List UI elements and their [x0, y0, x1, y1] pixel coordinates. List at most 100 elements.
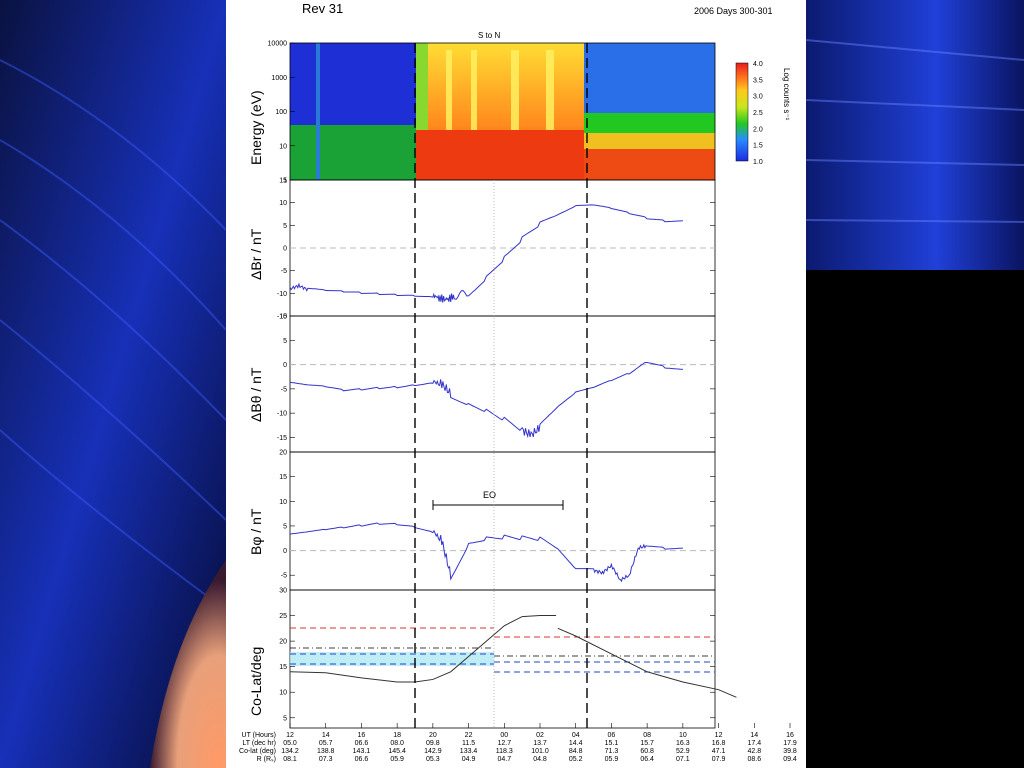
- spectro-late-warm: [584, 133, 715, 149]
- rev-label: Rev 31: [302, 1, 343, 16]
- xaxis-cell: 02: [536, 732, 544, 739]
- xaxis-cell: 07.3: [319, 756, 333, 763]
- xaxis-cell: 08.1: [283, 756, 297, 763]
- xaxis-cell: 04: [572, 732, 580, 739]
- colorbar: [735, 62, 749, 162]
- xaxis-cell: 10: [679, 732, 687, 739]
- panel-frame-Bphi: [289, 451, 716, 591]
- ytick-label: 5: [283, 523, 287, 530]
- trace-dBr: [289, 204, 683, 303]
- spectro-ytick-label: 10: [279, 143, 287, 150]
- ylabel-dbtheta: ΔBθ / nT: [248, 367, 264, 422]
- xaxis-cell: 39.8: [783, 748, 797, 755]
- xaxis-cell: 04.8: [533, 756, 547, 763]
- xaxis-cell: 05.9: [605, 756, 619, 763]
- xaxis-cell: 16: [358, 732, 366, 739]
- ylabel-energy: Energy (eV): [248, 90, 264, 165]
- ytick-label: 15: [279, 474, 287, 481]
- panel-frame-dBtheta: [289, 315, 716, 453]
- ytick-label: 25: [279, 613, 287, 620]
- xaxis-cell: 101.0: [531, 748, 549, 755]
- ytick-label: -10: [277, 411, 287, 418]
- x-axis-table: UT (Hours)LT (dec hr)Co-lat (deg)R (Rₛ) 1…: [239, 723, 797, 763]
- ytick-label: 0: [283, 548, 287, 555]
- ytick-label: 10: [279, 200, 287, 207]
- ytick-label: 30: [279, 588, 287, 595]
- ylabel-dbr: ΔBr / nT: [248, 228, 264, 280]
- xaxis-cell: 09.4: [783, 756, 797, 763]
- ytick-label: 20: [279, 450, 287, 457]
- ring-streaks-right: [805, 39, 1024, 223]
- ytick-label: 0: [283, 246, 287, 253]
- days-label: 2006 Days 300-301: [694, 6, 773, 16]
- xaxis-cell: 47.1: [712, 748, 726, 755]
- spectro-early-stripe: [316, 43, 320, 180]
- data-traces: [289, 204, 737, 698]
- xaxis-cell: 05.9: [390, 756, 404, 763]
- colorbar-tick-label: 2.5: [753, 110, 763, 117]
- xaxis-cell: 138.8: [317, 748, 335, 755]
- xaxis-cell: 22: [465, 732, 473, 739]
- xaxis-cell: 06.4: [640, 756, 654, 763]
- spectro-streak-c: [511, 50, 519, 130]
- xaxis-cell: 06.6: [355, 740, 369, 747]
- ytick-label: -15: [277, 435, 287, 442]
- xaxis-cell: 84.8: [569, 748, 583, 755]
- xaxis-cell: 12.7: [497, 740, 511, 747]
- xaxis-cell: 16: [786, 732, 794, 739]
- xaxis-row-label: R (Rₛ): [257, 756, 276, 763]
- xaxis-cell: 60.8: [640, 748, 654, 755]
- xaxis-cell: 11.5: [462, 740, 475, 747]
- ytick-label: 15: [279, 178, 287, 185]
- xaxis-cell: 134.2: [281, 748, 299, 755]
- colat-reference-lines: [290, 627, 715, 673]
- ytick-label: 20: [279, 639, 287, 646]
- xaxis-cell: 13.7: [533, 740, 547, 747]
- ylabel-bphi: Bφ / nT: [248, 508, 264, 555]
- ytick-label: 10: [279, 314, 287, 321]
- xaxis-cell: 12: [715, 732, 723, 739]
- xaxis-cell: 04.9: [462, 756, 476, 763]
- colorbar-tick-label: 1.5: [753, 143, 763, 150]
- xaxis-cell: 08: [643, 732, 651, 739]
- xaxis-cell: 05.2: [569, 756, 583, 763]
- eo-label: EO: [483, 490, 496, 500]
- spectro-low-band-1: [290, 125, 416, 180]
- xaxis-cell: 118.3: [496, 748, 513, 755]
- planet-limb: [150, 560, 226, 768]
- colorbar-tick-label: 1.0: [753, 159, 763, 166]
- ylabel-colat: Co-Lat/deg: [248, 647, 264, 716]
- xaxis-cell: 06: [608, 732, 616, 739]
- spectro-ytick-label: 100: [275, 109, 287, 116]
- spectro-ytick-label: 1: [283, 178, 287, 185]
- xaxis-cell: 16.8: [712, 740, 726, 747]
- ytick-label: -5: [281, 268, 287, 275]
- colorbar-label: Log counts s⁻¹: [782, 68, 791, 121]
- trace-colat-0: [289, 615, 557, 683]
- line-panels: 151050-5-10-151050-5-10-1520151050-53025…: [277, 178, 716, 729]
- xaxis-cell: 143.1: [353, 748, 371, 755]
- eo-annotation: EO: [432, 490, 564, 510]
- xaxis-cell: 12: [286, 732, 294, 739]
- colorbar-tick-label: 3.0: [753, 94, 763, 101]
- ytick-label: -5: [281, 386, 287, 393]
- xaxis-cell: 42.8: [747, 748, 761, 755]
- xaxis-cell: 16.3: [676, 740, 690, 747]
- xaxis-cell: 52.9: [676, 748, 690, 755]
- xaxis-cell: 00: [500, 732, 508, 739]
- xaxis-cell: 05.3: [426, 756, 440, 763]
- xaxis-cell: 15.7: [640, 740, 654, 747]
- ytick-label: 10: [279, 690, 287, 697]
- trace-dBtheta: [289, 362, 683, 439]
- ring-streaks-left: [0, 59, 227, 611]
- xaxis-cell: 05.0: [283, 740, 297, 747]
- xaxis-cell: 08.0: [390, 740, 404, 747]
- ytick-label: 10: [279, 499, 287, 506]
- spectro-streak-a: [446, 50, 452, 130]
- xaxis-cell: 145.4: [388, 748, 406, 755]
- spectro-streak-d: [546, 50, 554, 130]
- colat-band-early: [290, 652, 494, 666]
- xaxis-cell: 14: [750, 732, 758, 739]
- ytick-label: 15: [279, 664, 287, 671]
- xaxis-cell: 142.9: [424, 748, 442, 755]
